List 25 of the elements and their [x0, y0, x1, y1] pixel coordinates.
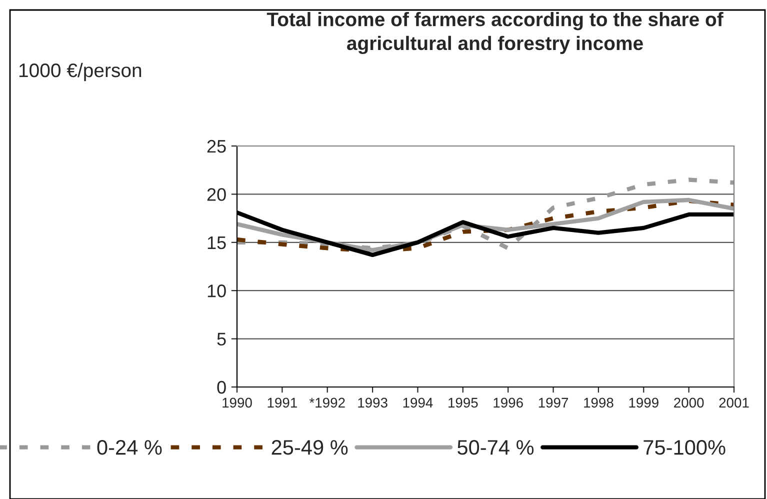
- legend-label: 75-100%: [644, 440, 726, 455]
- x-tick-label: 1998: [584, 398, 614, 408]
- y-tick-label: 10: [208, 284, 226, 298]
- y-axis-title: 1000 €/person: [19, 62, 142, 82]
- x-tick-label: 1997: [538, 398, 568, 408]
- legend-label: 50-74 %: [458, 440, 534, 455]
- x-tick-label: 2000: [674, 398, 704, 408]
- x-tick-label: 2001: [719, 398, 749, 408]
- x-tick-label: 1991: [268, 398, 297, 408]
- x-tick-label: 1993: [358, 398, 388, 408]
- y-tick-label: 5: [217, 332, 226, 346]
- y-tick-label: 25: [207, 140, 226, 153]
- y-tick-label: 15: [208, 236, 226, 250]
- x-tick-label: 1990: [222, 398, 252, 408]
- line-series: [237, 178, 734, 250]
- x-tick-label: *1992: [309, 398, 345, 408]
- x-tick-label: 1996: [494, 398, 523, 408]
- legend-label: 25-49 %: [272, 440, 348, 455]
- y-tick-label: 20: [207, 188, 226, 201]
- x-tick-label: 1999: [629, 398, 658, 408]
- x-tick-label: 1994: [403, 398, 433, 408]
- y-tick-label: 0: [217, 380, 226, 394]
- x-tick-label: 1995: [448, 398, 478, 408]
- chart-title: Total income of farmers according to the share of agricultural and forestry income: [266, 12, 724, 54]
- legend-label: 0-24 %: [97, 440, 162, 455]
